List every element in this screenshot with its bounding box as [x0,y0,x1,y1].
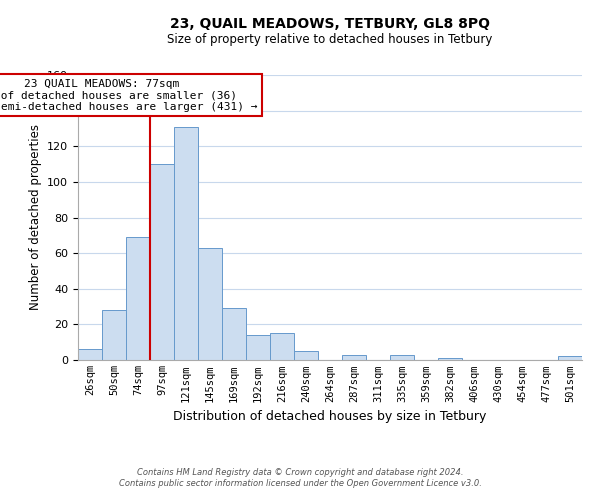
Bar [294,351,318,360]
Bar [150,164,174,360]
Bar [390,354,414,360]
Bar [102,310,126,360]
Bar [78,350,102,360]
Y-axis label: Number of detached properties: Number of detached properties [29,124,41,310]
X-axis label: Distribution of detached houses by size in Tetbury: Distribution of detached houses by size … [173,410,487,423]
Bar [246,335,270,360]
Text: Size of property relative to detached houses in Tetbury: Size of property relative to detached ho… [167,32,493,46]
Text: 23, QUAIL MEADOWS, TETBURY, GL8 8PQ: 23, QUAIL MEADOWS, TETBURY, GL8 8PQ [170,18,490,32]
Bar [270,334,294,360]
Bar [126,237,150,360]
Text: 23 QUAIL MEADOWS: 77sqm
← 8% of detached houses are smaller (36)
92% of semi-det: 23 QUAIL MEADOWS: 77sqm ← 8% of detached… [0,78,257,112]
Bar [558,356,582,360]
Bar [198,248,222,360]
Bar [438,358,462,360]
Bar [342,354,366,360]
Bar [174,126,198,360]
Bar [222,308,246,360]
Text: Contains HM Land Registry data © Crown copyright and database right 2024.
Contai: Contains HM Land Registry data © Crown c… [119,468,481,487]
